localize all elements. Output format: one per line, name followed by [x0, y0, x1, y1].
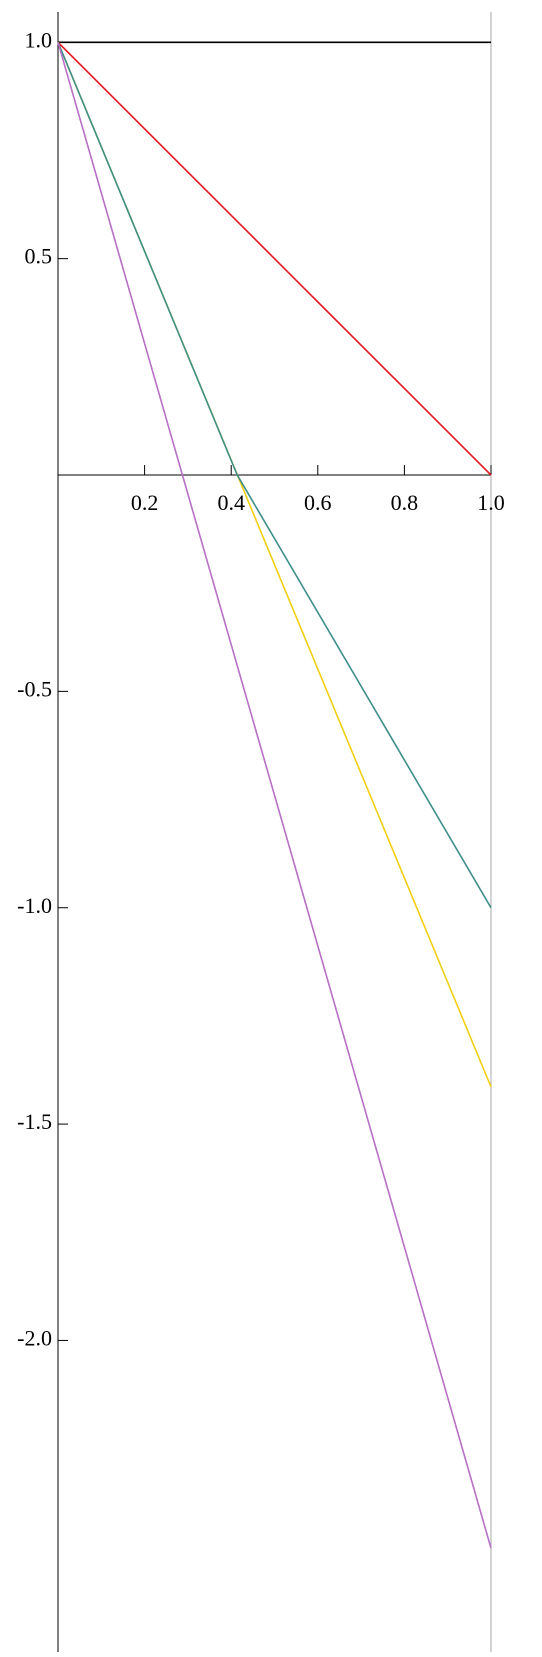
- x-tick-label: 0.2: [131, 490, 159, 515]
- x-tick-label: 0.4: [217, 490, 245, 515]
- x-tick-label: 1.0: [477, 490, 505, 515]
- line-series: [57, 41, 492, 476]
- x-tick-label: 0.8: [391, 490, 419, 515]
- y-tick-label: 1.0: [25, 27, 53, 52]
- line-series: [57, 42, 492, 1549]
- x-tick-label: 0.6: [304, 490, 332, 515]
- line-series: [57, 41, 492, 909]
- y-tick-label: -2.0: [17, 1325, 52, 1350]
- y-tick-label: -1.5: [17, 1109, 52, 1134]
- y-tick-label: 0.5: [25, 244, 53, 269]
- y-tick-label: -0.5: [17, 676, 52, 701]
- y-tick-label: -1.0: [17, 893, 52, 918]
